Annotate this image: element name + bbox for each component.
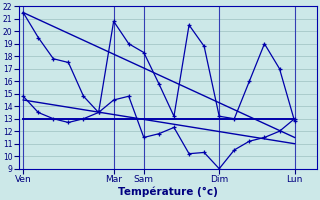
X-axis label: Température (°c): Température (°c) bbox=[118, 187, 218, 197]
